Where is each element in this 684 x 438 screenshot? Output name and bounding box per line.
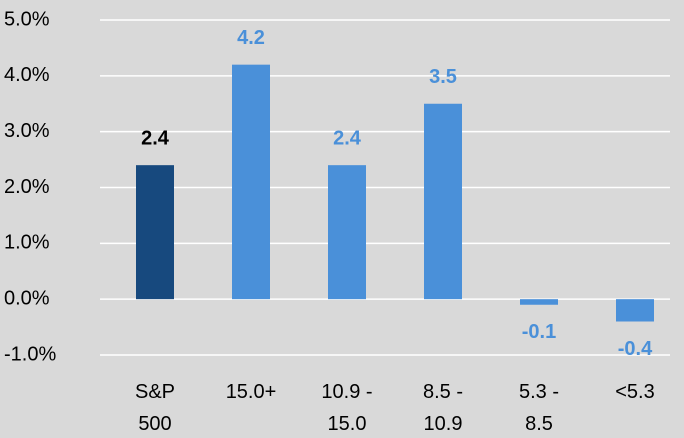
bar	[232, 64, 270, 300]
x-tick-label: 8.5 - 10.9	[422, 381, 464, 435]
y-tick-label: 5.0%	[4, 8, 50, 30]
x-tick-label: 15.0+	[225, 381, 277, 403]
data-label: -0.1	[522, 321, 556, 343]
x-tick-label: S&P 500	[134, 381, 176, 435]
bar	[616, 299, 654, 322]
y-tick-label: 2.0%	[4, 176, 50, 198]
data-label: 3.5	[429, 66, 457, 88]
data-label: 2.4	[141, 127, 170, 149]
y-tick-label: -1.0%	[4, 343, 56, 365]
data-label: -0.4	[618, 338, 653, 360]
x-tick-label: <5.3	[615, 381, 655, 403]
y-tick-label: 0.0%	[4, 287, 50, 309]
data-label: 4.2	[237, 27, 265, 49]
y-tick-label: 1.0%	[4, 232, 50, 254]
x-tick-label: 5.3 - 8.5	[518, 381, 560, 435]
data-label: 2.4	[333, 127, 362, 149]
bar	[328, 165, 366, 300]
x-tick-label: 10.9 - 15.0	[321, 381, 373, 435]
y-tick-label: 4.0%	[4, 64, 50, 86]
bar	[424, 103, 462, 300]
bar	[520, 299, 558, 305]
y-tick-label: 3.0%	[4, 120, 50, 142]
bar	[136, 165, 174, 300]
